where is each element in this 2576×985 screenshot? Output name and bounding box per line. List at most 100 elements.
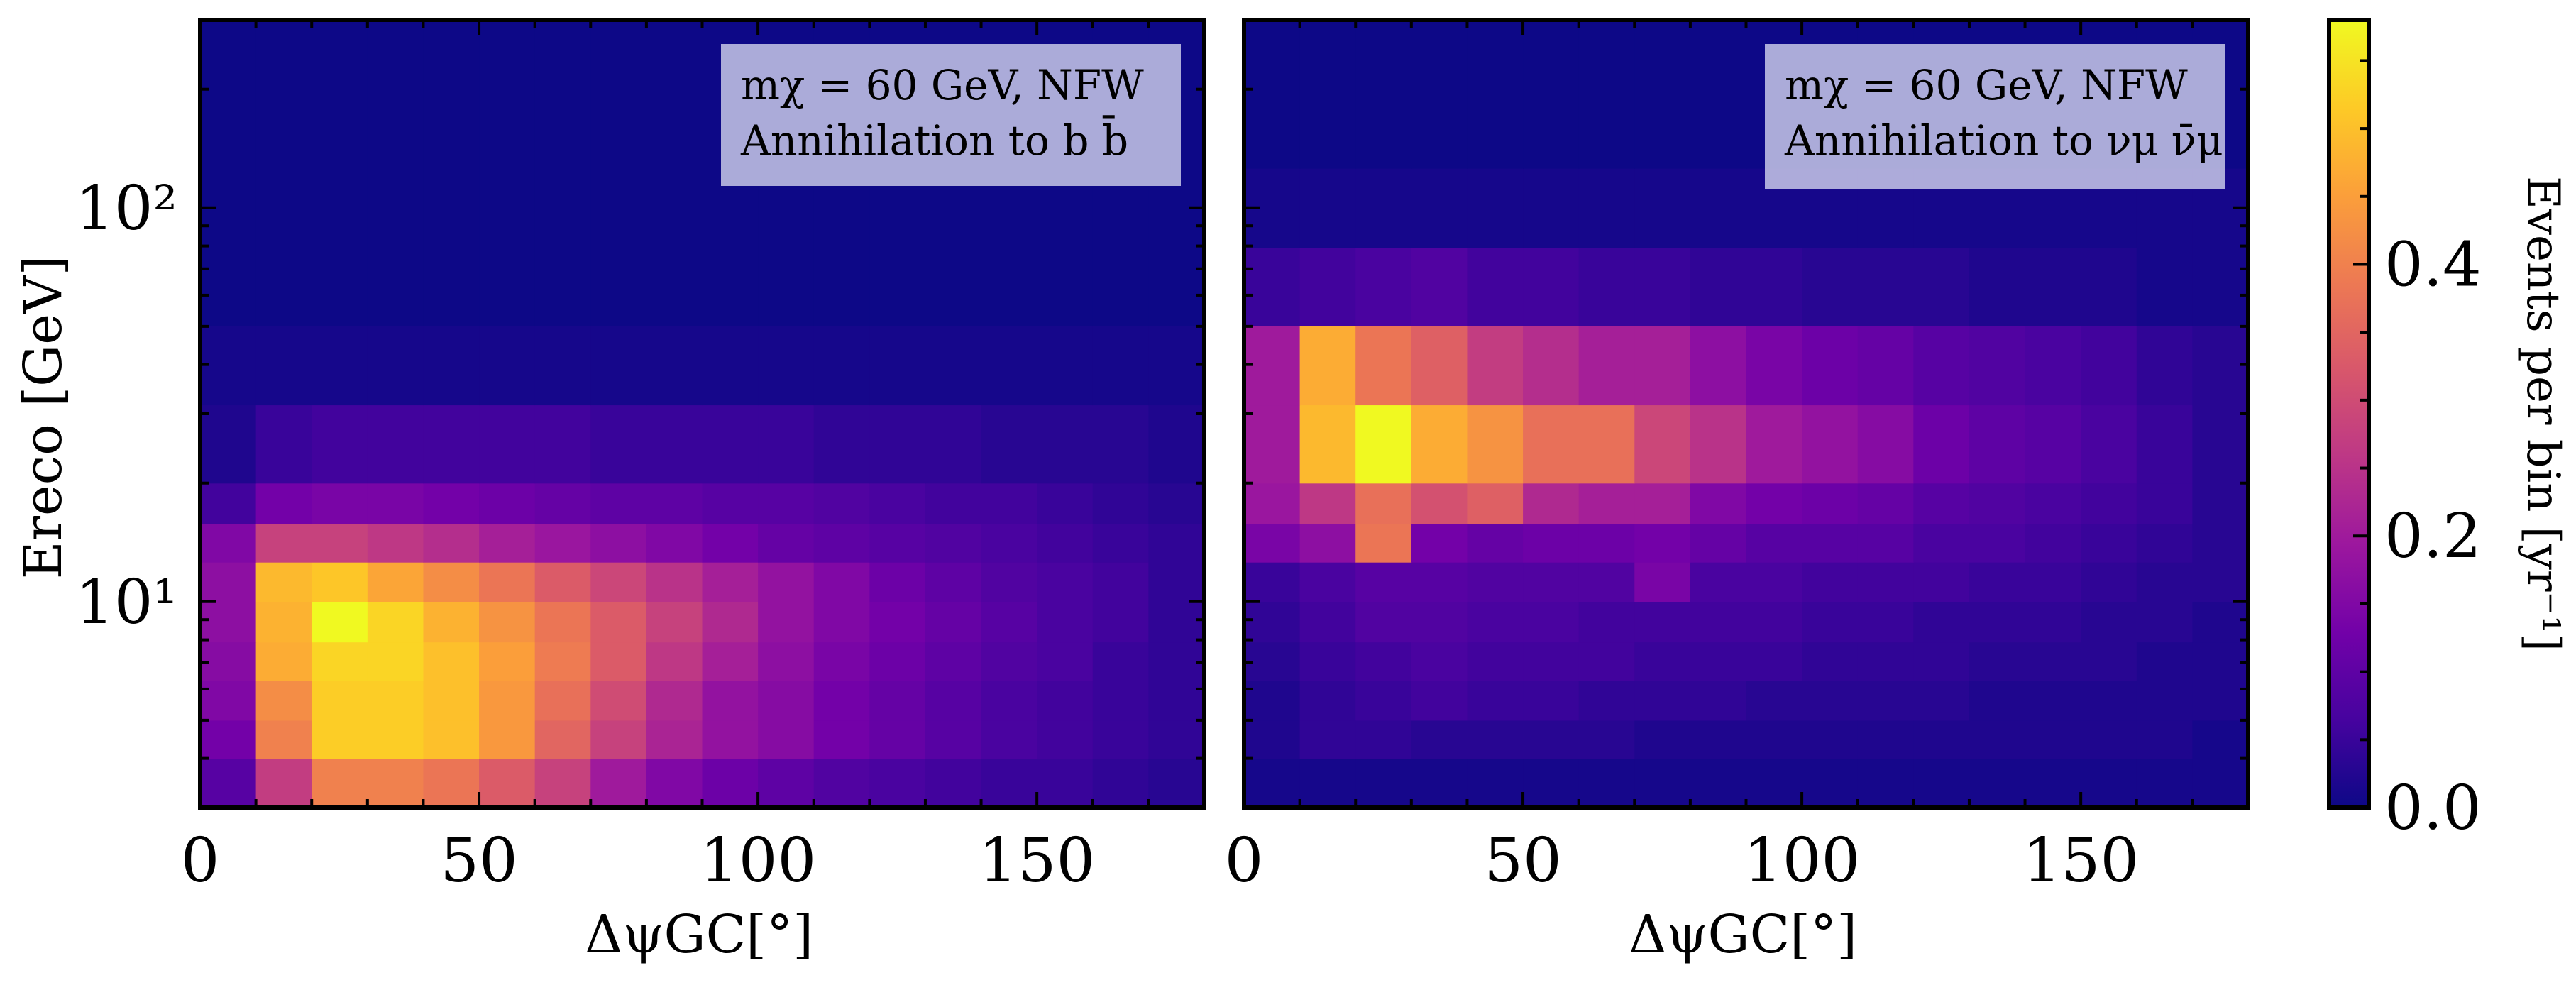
heatmap-cell <box>2136 642 2193 681</box>
heatmap-cell <box>869 720 926 759</box>
heatmap-cell <box>590 483 647 524</box>
heatmap-cell <box>2136 720 2193 759</box>
heatmap-cell <box>1148 562 1205 602</box>
heatmap-cell <box>1578 483 1635 524</box>
heatmap-cell <box>1857 642 1914 681</box>
legend-line-2: Annihilation to νμ ν̄μ <box>1784 116 2223 165</box>
heatmap-cell <box>367 523 424 563</box>
heatmap-cell <box>758 681 815 721</box>
heatmap-cell <box>312 483 368 524</box>
heatmap-cell <box>981 523 1037 563</box>
legend-background <box>1765 44 2225 189</box>
heatmap-panel-bb: 0 50 100 150 10¹ 10² mχ = 60 GeV, NFW Annihi… <box>13 18 1206 965</box>
heatmap-cell <box>2025 523 2081 563</box>
heatmap-cell <box>813 523 870 563</box>
heatmap-cell <box>1523 483 1580 524</box>
heatmap-cell <box>1634 758 1691 808</box>
heatmap-cell <box>367 20 424 248</box>
heatmap-cell <box>367 483 424 524</box>
heatmap-cell <box>2081 758 2137 808</box>
heatmap-cell <box>646 523 703 563</box>
heatmap-cell <box>479 20 536 248</box>
heatmap-cell <box>1746 681 1802 721</box>
heatmap-cell <box>1578 168 1635 248</box>
heatmap-cell <box>200 681 257 721</box>
heatmap-cell <box>2025 720 2081 759</box>
heatmap-cell <box>2025 681 2081 721</box>
heatmap-cell <box>2192 247 2249 326</box>
heatmap-cell <box>1634 168 1691 248</box>
heatmap-cell <box>534 20 591 248</box>
heatmap-cell <box>1244 758 1301 808</box>
heatmap-cell <box>423 247 480 326</box>
heatmap-cell <box>925 681 982 721</box>
heatmap-cell <box>702 720 759 759</box>
heatmap-cell <box>1969 758 2026 808</box>
heatmap-cell <box>1969 247 2026 326</box>
heatmap-cell <box>1690 326 1747 406</box>
heatmap-cell <box>1634 601 1691 643</box>
heatmap-cell <box>423 483 480 524</box>
heatmap-cell <box>1802 642 1859 681</box>
heatmap-cell <box>2136 247 2193 326</box>
heatmap-cell <box>2081 326 2137 406</box>
heatmap-cell <box>1969 681 2026 721</box>
heatmap-cell <box>200 483 257 524</box>
heatmap-cell <box>1634 326 1691 406</box>
heatmap-cell <box>423 523 480 563</box>
heatmap-cell <box>1913 681 1970 721</box>
heatmap-cell <box>1690 483 1747 524</box>
heatmap-cell <box>200 247 257 326</box>
heatmap-cell <box>2192 642 2249 681</box>
heatmap-cell <box>1411 720 1468 759</box>
heatmap-cell <box>925 642 982 681</box>
heatmap-cell <box>813 326 870 406</box>
heatmap-cell <box>2025 326 2081 406</box>
heatmap-cell <box>813 483 870 524</box>
heatmap-cell <box>702 483 759 524</box>
heatmap-cell <box>1634 523 1691 563</box>
heatmap-cell <box>758 326 815 406</box>
heatmap-cell <box>1092 562 1149 602</box>
heatmap-cell <box>1913 758 1970 808</box>
heatmap-cell <box>1690 562 1747 602</box>
heatmap-cell <box>1244 20 1301 169</box>
heatmap-cell <box>2081 523 2137 563</box>
heatmap-cell <box>1467 523 1524 563</box>
heatmap-cell <box>1092 483 1149 524</box>
heatmap-cell <box>1690 758 1747 808</box>
heatmap-cell <box>1802 601 1859 643</box>
heatmap-cell <box>981 681 1037 721</box>
heatmap-cell <box>312 562 368 602</box>
heatmap-cell <box>479 247 536 326</box>
heatmap-cell <box>2192 681 2249 721</box>
heatmap-cell <box>534 601 591 643</box>
heatmap-cell <box>646 20 703 248</box>
heatmap-cell <box>200 20 257 248</box>
heatmap-cell <box>479 523 536 563</box>
heatmap-cell <box>1037 720 1094 759</box>
heatmap-cell <box>2081 681 2137 721</box>
heatmap-cell <box>981 601 1037 643</box>
heatmap-cell <box>813 405 870 484</box>
heatmap-cell <box>702 523 759 563</box>
heatmap-cell <box>1411 642 1468 681</box>
heatmap-cell <box>1913 720 1970 759</box>
heatmap-cell <box>925 720 982 759</box>
heatmap-cell <box>423 720 480 759</box>
heatmap-cell <box>1467 601 1524 643</box>
heatmap-cell <box>1148 642 1205 681</box>
heatmap-cell <box>534 642 591 681</box>
heatmap-cell <box>590 720 647 759</box>
heatmap-cell <box>1037 523 1094 563</box>
heatmap-cell <box>2136 326 2193 406</box>
heatmap-cell <box>367 405 424 484</box>
heatmap-cell <box>1690 20 1747 169</box>
heatmap-cell <box>2136 681 2193 721</box>
heatmap-cell <box>646 681 703 721</box>
heatmap-cell <box>1857 562 1914 602</box>
heatmap-cell <box>312 326 368 406</box>
heatmap-cell <box>702 247 759 326</box>
heatmap-cell <box>1355 681 1412 721</box>
